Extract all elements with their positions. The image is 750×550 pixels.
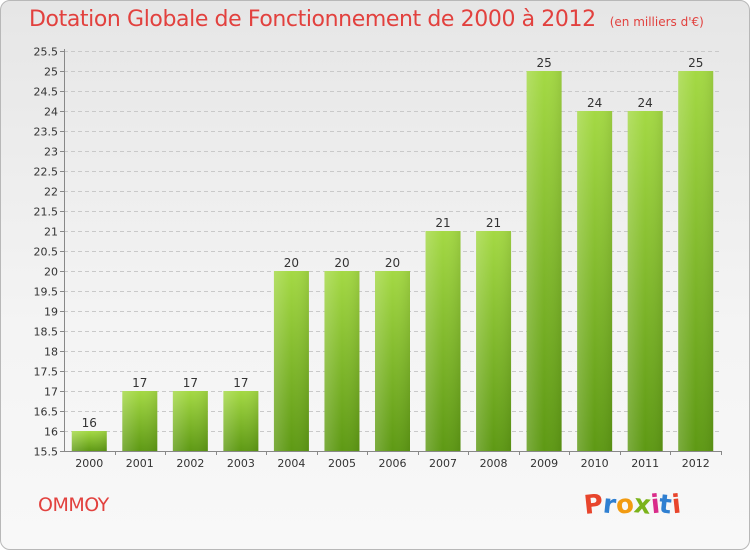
bar-shade-2004 [273, 271, 309, 451]
x-tick-label: 2012 [682, 457, 710, 470]
bar-shade-2006 [375, 271, 410, 451]
x-tick-label: 2007 [429, 457, 457, 470]
bar-shade-2008 [476, 231, 512, 451]
bar-shade-2002 [172, 391, 208, 451]
bar-group-2012 [678, 71, 714, 451]
bar-shade-2010 [577, 111, 613, 451]
bar-group-2005 [324, 271, 360, 451]
x-tick-label: 2002 [176, 457, 204, 470]
x-tick-label: 2004 [277, 457, 305, 470]
data-label: 24 [587, 96, 602, 110]
data-label: 25 [536, 56, 551, 70]
chart-title-text: Dotation Globale de Fonctionnement de 20… [29, 7, 596, 32]
bar-shade-2009 [526, 71, 562, 451]
y-tick-label: 16 [44, 426, 58, 439]
bar-group-2009 [526, 71, 562, 451]
y-tick-label: 22 [44, 186, 58, 199]
y-tick-label: 15.5 [34, 446, 59, 459]
x-tick-label: 2003 [227, 457, 255, 470]
data-label: 17 [132, 376, 147, 390]
bar-shade-2001 [122, 391, 158, 451]
chart-title: Dotation Globale de Fonctionnement de 20… [29, 7, 704, 32]
y-tick-label: 22.5 [34, 166, 59, 179]
bar-group-2011 [627, 111, 663, 451]
data-label: 20 [385, 256, 400, 270]
data-label: 21 [435, 216, 450, 230]
x-tick-label: 2009 [530, 457, 558, 470]
bar-group-2001 [122, 391, 158, 451]
bar-shade-2012 [678, 71, 714, 451]
data-label: 17 [233, 376, 248, 390]
bar-shade-2005 [324, 271, 360, 451]
y-tick-label: 21 [44, 226, 58, 239]
bar-group-2006 [375, 271, 410, 451]
x-tick-label: 2005 [328, 457, 356, 470]
bar-group-2004 [273, 271, 309, 451]
y-tick-label: 20.5 [34, 246, 59, 259]
y-tick-label: 16.5 [34, 406, 59, 419]
proxiti-logo: Proxiti [582, 489, 683, 521]
data-label: 21 [486, 216, 501, 230]
bar-group-2002 [172, 391, 208, 451]
data-label: 20 [334, 256, 349, 270]
y-tick-label: 21.5 [34, 206, 59, 219]
x-tick-label: 2001 [126, 457, 154, 470]
x-tick-label: 2011 [631, 457, 659, 470]
y-tick-label: 23 [44, 146, 58, 159]
bar-group-2000 [71, 431, 107, 451]
data-label: 20 [284, 256, 299, 270]
bars-layer: 16 17 17 17 20 20 20 21 21 25 24 24 25 [71, 56, 714, 451]
x-tick-label: 2008 [480, 457, 508, 470]
bar-group-2003 [223, 391, 259, 451]
x-tick-label: 2010 [581, 457, 609, 470]
data-label: 24 [638, 96, 653, 110]
bar-shade-2000 [71, 431, 107, 451]
chart-subtitle: (en milliers d'€) [609, 15, 704, 29]
y-tick-label: 24.5 [34, 86, 59, 99]
data-label: 16 [82, 416, 97, 430]
y-tick-label: 17 [44, 386, 58, 399]
bar-shade-2007 [425, 231, 461, 451]
data-label: 25 [688, 56, 703, 70]
bar-group-2007 [425, 231, 461, 451]
y-tick-label: 20 [44, 266, 58, 279]
x-tick-label: 2000 [75, 457, 103, 470]
data-label: 17 [183, 376, 198, 390]
commune-name: OMMOY [38, 494, 109, 516]
y-tick-label: 18.5 [34, 326, 59, 339]
y-tick-label: 24 [44, 106, 58, 119]
y-tick-label: 19.5 [34, 286, 59, 299]
logo-letter: i [670, 489, 683, 521]
bar-group-2008 [476, 231, 512, 451]
bar-shade-2003 [223, 391, 259, 451]
axis-layer: 15.5 16 16.5 17 17.5 18 18.5 19 19.5 20 20.5 21 21.5… [34, 46, 722, 470]
y-tick-label: 25.5 [34, 46, 59, 59]
y-tick-label: 25 [44, 66, 58, 79]
y-tick-label: 17.5 [34, 366, 59, 379]
bar-shade-2011 [627, 111, 663, 451]
y-tick-label: 23.5 [34, 126, 59, 139]
y-tick-label: 19 [44, 306, 58, 319]
y-tick-label: 18 [44, 346, 58, 359]
x-tick-label: 2006 [379, 457, 407, 470]
bar-group-2010 [577, 111, 613, 451]
